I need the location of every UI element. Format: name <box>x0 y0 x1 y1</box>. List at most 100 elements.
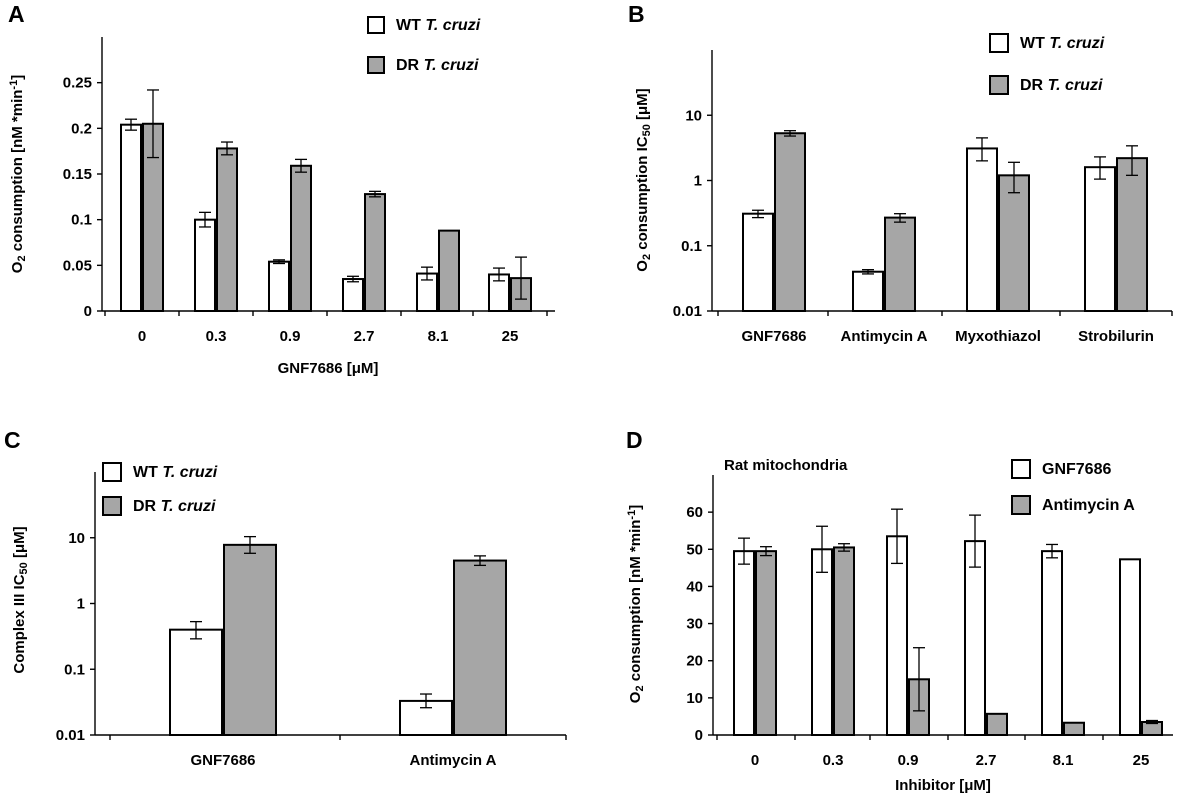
legend-swatch <box>989 75 1009 95</box>
y-tick-label: 0.1 <box>681 238 702 255</box>
y-tick-label: 1 <box>694 173 702 190</box>
y-tick-label: 10 <box>68 530 85 547</box>
y-tick-label: 50 <box>686 541 703 558</box>
x-tick-label: GNF7686 <box>741 328 806 345</box>
error-bar <box>913 647 925 712</box>
legend-label: DR T. cruzi <box>1020 77 1103 94</box>
y-tick-label: 0.01 <box>56 727 85 744</box>
y-tick-label: 0 <box>695 727 703 744</box>
error-bar <box>295 158 307 173</box>
y-tick-label: 0.05 <box>63 257 92 274</box>
x-tick-label: 2.7 <box>354 328 375 345</box>
chart-panel-a: A 0 0.05 0.1 0.15 0.2 0.25 0 0.3 0.9 2.7 8.1 25 WT T.… <box>8 1 555 377</box>
error-bar <box>474 555 486 567</box>
x-tick-label: 0.3 <box>206 328 227 345</box>
bar-series1 <box>886 535 908 736</box>
y-tick-label: 0 <box>84 303 92 320</box>
bar-series1 <box>966 147 998 312</box>
chart-title: Rat mitochondria <box>724 457 848 474</box>
error-bar <box>1094 156 1106 180</box>
bar-series2 <box>774 132 806 312</box>
x-tick-label: Myxothiazol <box>955 328 1041 345</box>
y-tick-label: 0.01 <box>673 303 702 320</box>
x-axis-label: GNF7686 [μM] <box>278 360 379 377</box>
y-tick-label: 0.15 <box>63 166 92 183</box>
legend-label: Antimycin A <box>1042 497 1135 514</box>
error-bar <box>515 256 527 300</box>
chart-panel-b: B 0.01 0.1 1 10 GNF7686 Antimycin A Myxothiazol… <box>628 1 1173 345</box>
panel-letter: D <box>626 427 643 453</box>
legend-swatch <box>989 33 1009 53</box>
error-bar <box>760 546 772 557</box>
error-bar <box>221 141 233 156</box>
legend-label: GNF7686 <box>1042 461 1111 478</box>
x-tick-label: GNF7686 <box>190 752 255 769</box>
bar-series2 <box>223 543 277 737</box>
bar-series1 <box>120 123 142 313</box>
y-tick-label: 0.25 <box>63 75 92 92</box>
y-tick-label: 0.1 <box>71 212 92 229</box>
error-bar <box>862 269 874 275</box>
x-tick-label: 0.9 <box>898 752 919 769</box>
error-bar <box>493 267 505 282</box>
error-bar <box>838 543 850 552</box>
error-bar <box>420 693 432 709</box>
bar-series1 <box>733 550 755 737</box>
y-tick-label: 10 <box>686 690 703 707</box>
bar-series2 <box>438 229 460 312</box>
legend-swatch <box>1011 495 1031 515</box>
bar-series2 <box>364 193 386 313</box>
legend: WT T. cruzi DR T. cruzi <box>367 16 481 74</box>
x-tick-label: 0.3 <box>823 752 844 769</box>
legend-swatch <box>1011 459 1031 479</box>
error-bar <box>369 190 381 198</box>
error-bar <box>1126 145 1138 176</box>
panel-letter: A <box>8 1 25 27</box>
error-bar <box>816 525 828 573</box>
x-tick-label: 8.1 <box>428 328 449 345</box>
x-tick-label: Antimycin A <box>410 752 497 769</box>
legend-label: WT T. cruzi <box>396 17 481 34</box>
bar-series1 <box>811 548 833 736</box>
bar-series1 <box>194 218 216 313</box>
legend-swatch <box>367 56 385 74</box>
error-bar <box>190 620 202 640</box>
legend-label: WT T. cruzi <box>1020 35 1105 52</box>
error-bar <box>125 118 137 131</box>
bar-series1 <box>742 212 774 312</box>
x-tick-label: 0 <box>138 328 146 345</box>
bar-series2 <box>216 147 238 312</box>
error-bar <box>199 211 211 228</box>
y-tick-label: 0.1 <box>64 661 85 678</box>
bar-series1 <box>1084 166 1116 312</box>
x-tick-label: 8.1 <box>1053 752 1074 769</box>
bar-series1 <box>1119 558 1141 736</box>
x-tick-label: 0.9 <box>280 328 301 345</box>
legend-label: DR T. cruzi <box>133 498 216 515</box>
bar-series2 <box>755 550 777 737</box>
bar-series2 <box>884 216 916 312</box>
error-bar <box>147 89 159 159</box>
x-tick-label: Strobilurin <box>1078 328 1154 345</box>
bar-series2 <box>833 546 855 737</box>
bar-series2 <box>453 559 507 736</box>
y-tick-label: 30 <box>686 616 703 633</box>
error-bar <box>969 514 981 568</box>
error-bar <box>347 275 359 283</box>
error-bar <box>784 130 796 137</box>
error-bar <box>752 209 764 219</box>
y-tick-label: 10 <box>685 107 702 124</box>
y-tick-label: 60 <box>686 504 703 521</box>
bar-series1 <box>169 628 223 736</box>
x-tick-label: 0 <box>751 752 759 769</box>
x-axis-label: Inhibitor [μM] <box>895 777 991 794</box>
panel-letter: B <box>628 1 645 27</box>
error-bar <box>273 259 285 265</box>
error-bar <box>421 266 433 281</box>
error-bar <box>976 137 988 162</box>
bar-series2 <box>1063 721 1085 737</box>
error-bar <box>1146 719 1158 725</box>
bar-series1 <box>964 540 986 736</box>
legend: GNF7686 Antimycin A <box>1011 459 1135 515</box>
legend-swatch <box>367 16 385 34</box>
